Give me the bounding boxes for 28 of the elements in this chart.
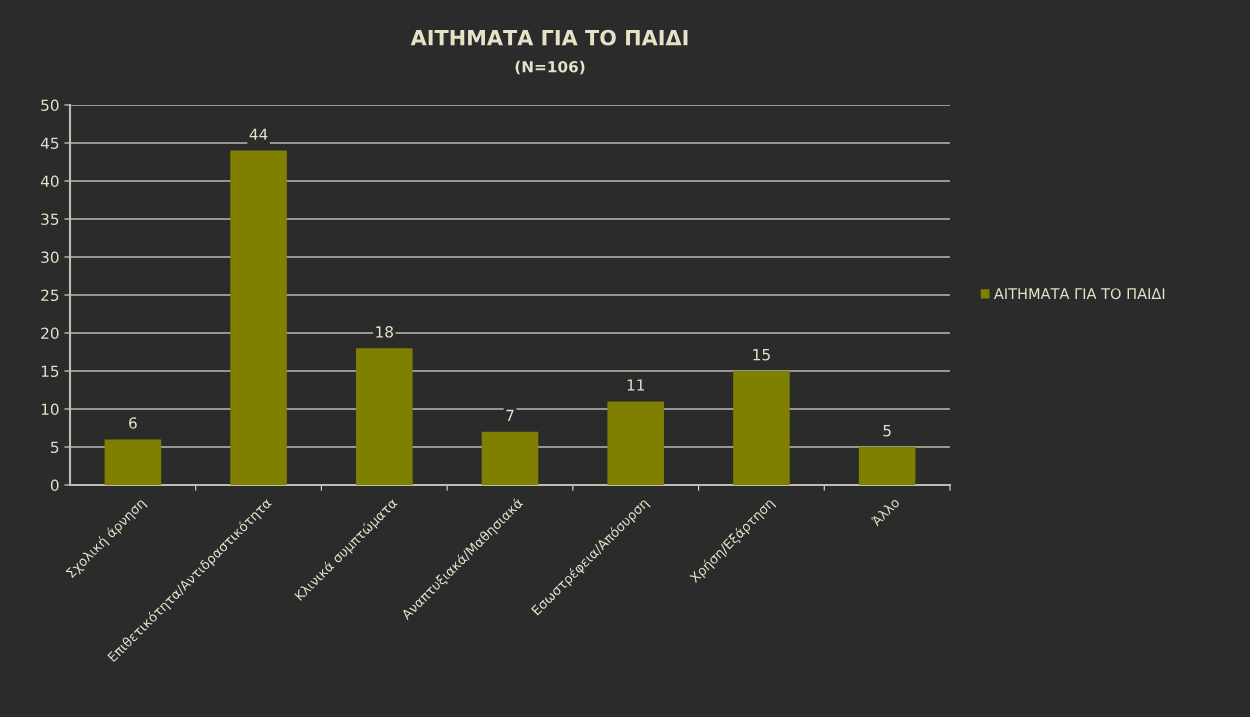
y-tick-label: 25 xyxy=(41,289,59,301)
bar xyxy=(481,431,539,485)
data-label: 6 xyxy=(129,417,137,429)
y-tick-label: 0 xyxy=(50,479,59,491)
data-label: 5 xyxy=(883,425,891,437)
y-tick-label: 5 xyxy=(51,441,59,453)
data-label: 7 xyxy=(506,409,514,421)
bar xyxy=(104,439,162,485)
bar xyxy=(733,370,790,485)
data-label: 11 xyxy=(627,379,645,391)
data-label: 15 xyxy=(753,349,770,361)
y-tick-label: 35 xyxy=(41,213,59,225)
y-tick-label: 45 xyxy=(40,137,59,149)
y-tick-label: 10 xyxy=(41,403,59,415)
bar xyxy=(356,348,413,485)
chart-title: ΑΙΤΗΜΑΤΑ ΓΙΑ ΤΟ ΠΑΙΔΙ xyxy=(410,29,688,46)
bar xyxy=(858,446,916,485)
y-tick-label: 15 xyxy=(41,365,59,377)
chart-subtitle: (N=106) xyxy=(515,60,585,75)
data-label: 44 xyxy=(249,128,268,140)
bar xyxy=(230,150,287,485)
y-tick-label: 50 xyxy=(41,99,59,111)
data-label: 18 xyxy=(376,326,393,338)
bar xyxy=(607,401,664,485)
y-tick-label: 20 xyxy=(41,327,59,339)
legend-label: ΑΙΤΗΜΑΤΑ ΓΙΑ ΤΟ ΠΑΙΔΙ xyxy=(993,288,1165,300)
y-tick-label: 30 xyxy=(41,251,59,263)
y-tick-label: 40 xyxy=(40,175,59,187)
